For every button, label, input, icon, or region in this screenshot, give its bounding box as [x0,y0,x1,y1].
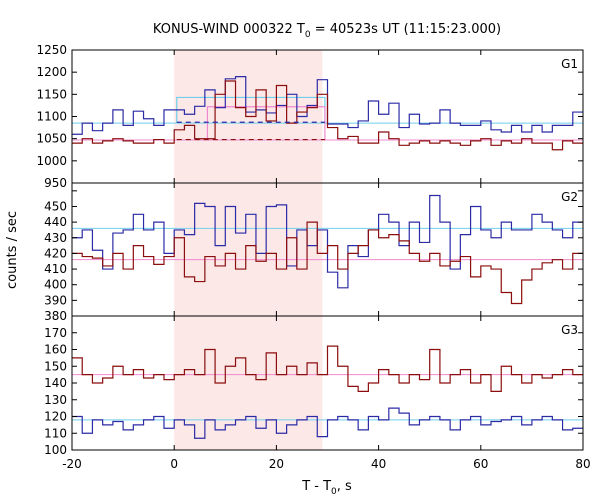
panel-3-ytick-label: 150 [44,359,67,373]
panel-2-ytick-label: 400 [44,278,67,292]
panel-2-ytick-label: 440 [44,215,67,229]
panel-3-ytick-label: 160 [44,343,67,357]
highlight-interval [174,50,323,450]
panel-1-ytick-label: 1200 [36,65,67,79]
xtick-label: 60 [473,457,488,471]
panel-3-blue-series [72,407,583,439]
panel-1-label: G1 [561,57,578,71]
chart-title: KONUS-WIND 000322 T0 = 40523s UT (11:15:… [153,22,501,40]
panel-2-red-series [72,221,583,305]
panel-2-label: G2 [561,190,578,204]
panel-2-blue-series [72,194,583,289]
panel-2-ytick-label: 410 [44,262,67,276]
panel-3-ytick-label: 140 [44,376,67,390]
xtick-label: -20 [62,457,82,471]
panel-2-ytick-label: 420 [44,246,67,260]
series-layer [72,76,583,439]
panel-3-ytick-label: 170 [44,326,67,340]
panel-2-ytick-label: 380 [44,309,67,323]
panel-1-ytick-label: 1250 [36,43,67,57]
panel-1-ytick-label: 950 [44,176,67,190]
panel-3-red-series [72,345,583,392]
panel-2-ytick-label: 450 [44,199,67,213]
x-axis-label: T - T0, s [301,479,352,497]
panel-2-ytick-label: 390 [44,293,67,307]
panel-3-ytick-label: 120 [44,410,67,424]
panel-1-ytick-label: 1050 [36,132,67,146]
xtick-label: 0 [170,457,178,471]
panel-3-ytick-label: 130 [44,393,67,407]
xtick-label: 80 [575,457,590,471]
panel-3-label: G3 [561,323,578,337]
panel-1-ytick-label: 1000 [36,154,67,168]
y-axis-label: counts / sec [5,211,20,289]
panel-2-ytick-label: 430 [44,231,67,245]
axes-frame [71,49,584,451]
tick-labels: 950100010501100115012001250G138039040041… [36,43,590,471]
panel-1-red-series [72,80,583,151]
panel-3-ytick-label: 110 [44,426,67,440]
panel-1-blue-series [72,76,583,135]
xtick-label: 20 [269,457,284,471]
xtick-label: 40 [371,457,386,471]
panel-1-ytick-label: 1100 [36,110,67,124]
panel-3-ytick-label: 100 [44,443,67,457]
panel-1-ytick-label: 1150 [36,87,67,101]
